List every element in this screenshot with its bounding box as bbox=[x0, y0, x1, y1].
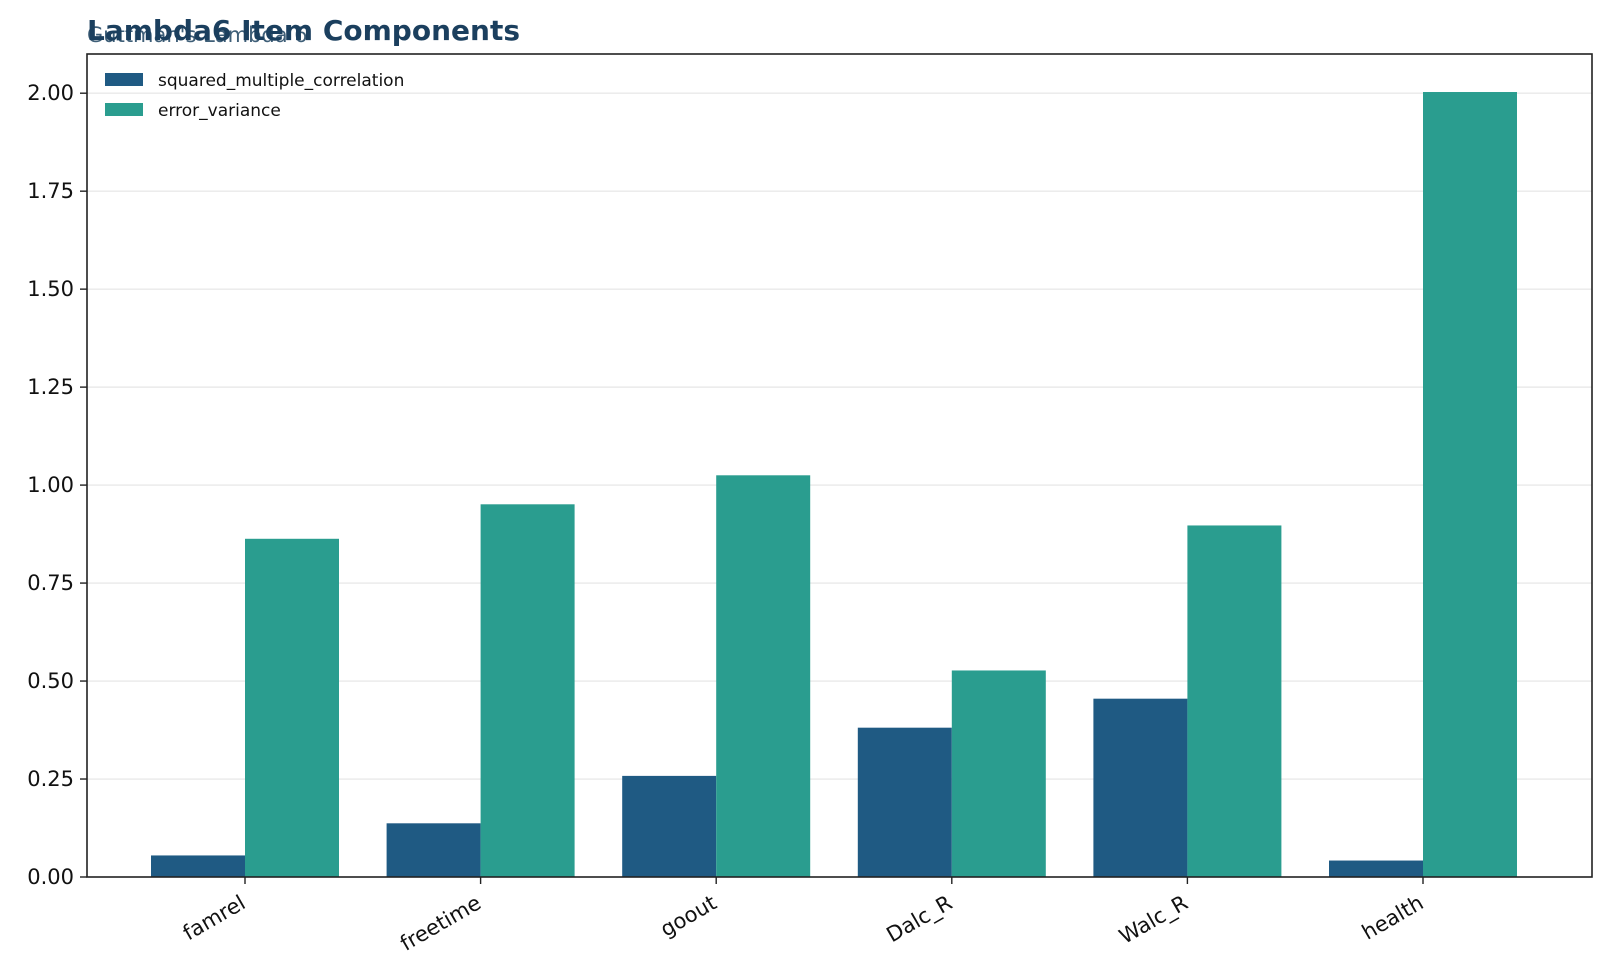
x-tick-label: freetime bbox=[396, 891, 485, 956]
bar-error-variance-dalc-r bbox=[951, 670, 1046, 877]
y-tick-label: 1.25 bbox=[27, 375, 74, 399]
legend: squared_multiple_correlation error_varian… bbox=[105, 71, 404, 121]
legend-label-squared-multiple-correlation: squared_multiple_correlation bbox=[158, 71, 404, 91]
plot-frame bbox=[86, 53, 1593, 878]
x-axis: famrel freetime goout Dalc_R Walc_R health bbox=[179, 877, 1428, 956]
y-tick-label: 0.25 bbox=[27, 767, 74, 791]
bar-squared-multiple-correlation-walc-r bbox=[1093, 698, 1188, 877]
y-tick-label: 1.00 bbox=[27, 473, 74, 497]
x-tick-label: Walc_R bbox=[1115, 891, 1192, 950]
x-tick-label: Dalc_R bbox=[882, 891, 956, 948]
x-tick-label: famrel bbox=[179, 891, 250, 946]
legend-label-error-variance: error_variance bbox=[158, 101, 281, 121]
y-tick-label: 1.50 bbox=[27, 277, 74, 301]
legend-swatch-squared-multiple-correlation bbox=[105, 73, 143, 86]
legend-swatch-error-variance bbox=[105, 103, 143, 116]
y-axis: 0.00 0.25 0.50 0.75 1.00 1.25 1.50 1.75 2.00 bbox=[27, 81, 87, 889]
bar-error-variance-walc-r bbox=[1187, 525, 1282, 877]
bar-error-variance-freetime bbox=[480, 504, 575, 877]
bars bbox=[151, 92, 1517, 877]
bar-squared-multiple-correlation-famrel bbox=[151, 855, 245, 877]
y-tick-label: 1.75 bbox=[27, 179, 74, 203]
y-tick-label: 0.50 bbox=[27, 669, 74, 693]
bar-error-variance-goout bbox=[716, 475, 811, 877]
bar-squared-multiple-correlation-freetime bbox=[386, 823, 481, 877]
bar-error-variance-health bbox=[1423, 92, 1517, 877]
y-tick-label: 0.00 bbox=[27, 865, 74, 889]
bar-squared-multiple-correlation-goout bbox=[622, 775, 717, 877]
bar-error-variance-famrel bbox=[245, 538, 339, 877]
x-tick-label: health bbox=[1358, 891, 1428, 945]
x-tick-label: goout bbox=[656, 891, 720, 942]
bar-squared-multiple-correlation-dalc-r bbox=[857, 727, 952, 877]
chart-title: Lambda6 Item Components bbox=[87, 14, 520, 47]
bar-squared-multiple-correlation-health bbox=[1329, 860, 1423, 877]
y-tick-label: 0.75 bbox=[27, 571, 74, 595]
y-tick-label: 2.00 bbox=[27, 81, 74, 105]
chart-subtitle: Guttman's Lambda 6 bbox=[87, 23, 308, 47]
